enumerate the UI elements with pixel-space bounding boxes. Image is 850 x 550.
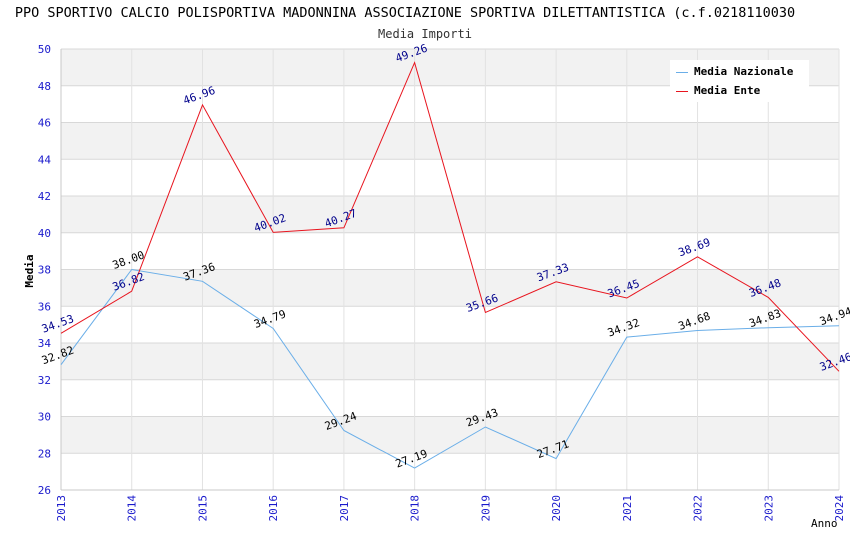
data-label-nazionale: 38.00 bbox=[111, 248, 147, 272]
y-tick-label: 34 bbox=[38, 337, 52, 350]
legend-label-ente: Media Ente bbox=[694, 84, 761, 97]
x-tick-label: 2016 bbox=[267, 495, 280, 522]
y-tick-label: 32 bbox=[38, 374, 51, 387]
y-tick-label: 28 bbox=[38, 447, 51, 460]
y-tick-label: 50 bbox=[38, 43, 51, 56]
y-axis-label: Media bbox=[23, 254, 36, 287]
chart-subtitle: Media Importi bbox=[378, 27, 472, 41]
y-tick-label: 38 bbox=[38, 264, 51, 277]
legend-swatch-ente bbox=[676, 90, 688, 92]
x-tick-label: 2018 bbox=[409, 495, 422, 522]
x-tick-label: 2021 bbox=[621, 495, 634, 522]
y-tick-label: 36 bbox=[38, 300, 51, 313]
data-label-ente: 34.53 bbox=[40, 312, 76, 336]
x-axis-label: Anno bbox=[811, 517, 838, 530]
series-line-nazionale bbox=[60, 268, 840, 469]
data-label-ente: 46.96 bbox=[181, 84, 217, 108]
chart-title-text: PPO SPORTIVO CALCIO POLISPORTIVA MADONNI… bbox=[14, 5, 796, 21]
data-label-nazionale: 34.83 bbox=[747, 307, 783, 331]
data-label-nazionale: 34.79 bbox=[252, 307, 288, 331]
y-tick-label: 48 bbox=[38, 80, 51, 93]
y-tick-label: 46 bbox=[38, 117, 51, 130]
y-tick-label: 26 bbox=[38, 484, 51, 497]
x-tick-label: 2015 bbox=[196, 495, 209, 522]
x-tick-label: 2020 bbox=[550, 495, 563, 522]
legend: Media Nazionale Media Ente bbox=[670, 60, 809, 102]
grid-band bbox=[61, 122, 839, 160]
tick-labels: 26 28 30 32 34 36 38 40 42 44 46 48 50 2013 2014 2015 20… bbox=[38, 43, 846, 522]
grid-band bbox=[61, 343, 839, 380]
legend-item-nazionale: Media Nazionale bbox=[676, 65, 793, 81]
y-tick-label: 30 bbox=[38, 411, 51, 424]
grid-bands bbox=[61, 49, 839, 454]
y-tick-label: 42 bbox=[38, 190, 51, 203]
data-label-nazionale: 34.68 bbox=[677, 309, 713, 333]
grid-band bbox=[61, 196, 839, 233]
chart-title: PPO SPORTIVO CALCIO POLISPORTIVA MADONNI… bbox=[0, 5, 850, 23]
x-tick-label: 2023 bbox=[762, 495, 775, 522]
data-label-ente: 38.69 bbox=[677, 236, 713, 260]
x-tick-label: 2014 bbox=[126, 495, 139, 522]
axes bbox=[60, 49, 839, 491]
x-tick-label: 2019 bbox=[479, 495, 492, 522]
legend-label-nazionale: Media Nazionale bbox=[694, 65, 794, 78]
legend-swatch-nazionale bbox=[676, 71, 688, 73]
x-tick-label: 2024 bbox=[833, 495, 846, 522]
series-lines bbox=[60, 61, 840, 469]
x-tick-label: 2022 bbox=[692, 495, 705, 522]
legend-item-ente: Media Ente bbox=[676, 84, 760, 100]
x-tick-label: 2017 bbox=[338, 495, 351, 522]
data-label-nazionale: 34.94 bbox=[818, 305, 850, 329]
grid-band bbox=[61, 269, 839, 307]
y-tick-label: 44 bbox=[38, 153, 52, 166]
x-tick-label: 2013 bbox=[55, 495, 68, 522]
y-tick-label: 40 bbox=[38, 227, 51, 240]
series-line-ente bbox=[60, 61, 840, 372]
